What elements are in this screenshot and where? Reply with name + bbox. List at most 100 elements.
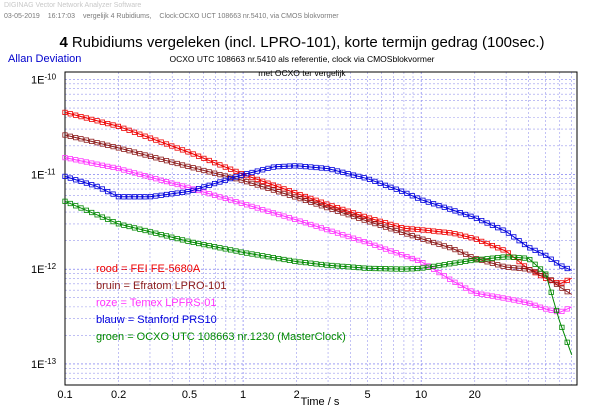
data-point [372,265,378,272]
data-point [345,233,351,240]
data-point [211,192,218,198]
info-bar: 03-05-2019 16:17:03 vergelijk 4 Rubidium… [4,13,345,20]
data-point [516,265,522,271]
data-point [484,259,490,265]
data-point [243,250,250,256]
data-point [484,220,490,226]
data-point [249,174,255,181]
y-tick-mantissa: 1E [31,264,44,276]
data-point [398,266,405,272]
data-point [142,133,148,139]
data-point [473,215,480,221]
data-point [302,197,309,203]
data-point [505,230,512,236]
data-point [78,114,84,120]
data-point [227,247,234,253]
data-point [302,163,309,170]
data-point [201,241,207,248]
data-point [463,285,469,291]
data-point [163,191,170,198]
file-text: vergelijk 4 Rubidiums, [82,13,152,20]
data-point [430,228,437,234]
x-tick-label: 2 [294,389,300,401]
data-point [137,150,143,157]
data-point [137,194,143,200]
data-point [297,195,303,202]
series-0 [62,109,572,286]
data-point [67,175,73,181]
data-point [505,250,512,256]
data-point [62,154,68,161]
data-point [543,252,549,258]
data-point [78,205,84,211]
data-point [83,137,89,143]
data-point [495,262,501,268]
data-point [436,241,442,247]
data-point [324,201,330,207]
data-point [324,165,330,172]
data-point [131,225,138,231]
data-point [313,201,319,207]
data-point [153,230,159,236]
data-point [292,163,298,169]
data-point [292,216,298,222]
data-point [430,239,437,246]
data-point [121,146,127,152]
data-point [158,192,164,198]
data-point [329,166,335,173]
time-text: 16:17:03 [47,13,76,20]
data-point [484,292,490,298]
data-point [388,248,394,254]
x-tick-label: 0.2 [111,389,126,401]
data-point [495,294,501,300]
data-point [495,254,501,261]
data-point [527,256,533,263]
data-point [366,219,373,225]
data-point [131,170,138,176]
data-point [233,168,239,174]
data-point [227,166,234,172]
data-point [393,186,399,192]
data-point [484,256,490,262]
data-point [99,119,105,125]
data-point [260,184,266,190]
data-point [131,129,138,135]
data-point [174,145,180,151]
data-point [436,229,442,235]
data-point [377,180,383,186]
data-point [564,265,570,272]
data-point [388,266,394,272]
data-point [265,254,271,260]
data-point [174,235,180,242]
data-point [393,266,399,272]
data-point [297,163,303,169]
data-point [147,229,154,235]
data-point [382,266,389,272]
data-point [110,218,116,225]
y-tick-mantissa: 1E [31,359,44,371]
data-point [260,207,266,213]
y-tick-label: 1E-13 [31,357,57,371]
data-point [206,169,212,175]
data-point [201,167,207,174]
data-point [78,136,84,142]
data-point [420,260,426,266]
data-point [110,122,116,128]
data-point [532,302,538,308]
data-point [211,170,218,176]
data-point [559,324,565,331]
data-point [500,227,506,233]
data-point [105,163,111,169]
data-point [249,169,255,176]
data-point [430,201,437,207]
y-tick-exponent: -11 [44,167,56,176]
data-point [281,213,287,219]
data-point [441,204,447,210]
data-point [324,226,330,233]
data-point [89,116,95,122]
data-point [286,215,293,221]
data-point [361,217,367,223]
data-point [270,164,277,170]
data-point [340,210,346,216]
data-point [404,225,410,232]
